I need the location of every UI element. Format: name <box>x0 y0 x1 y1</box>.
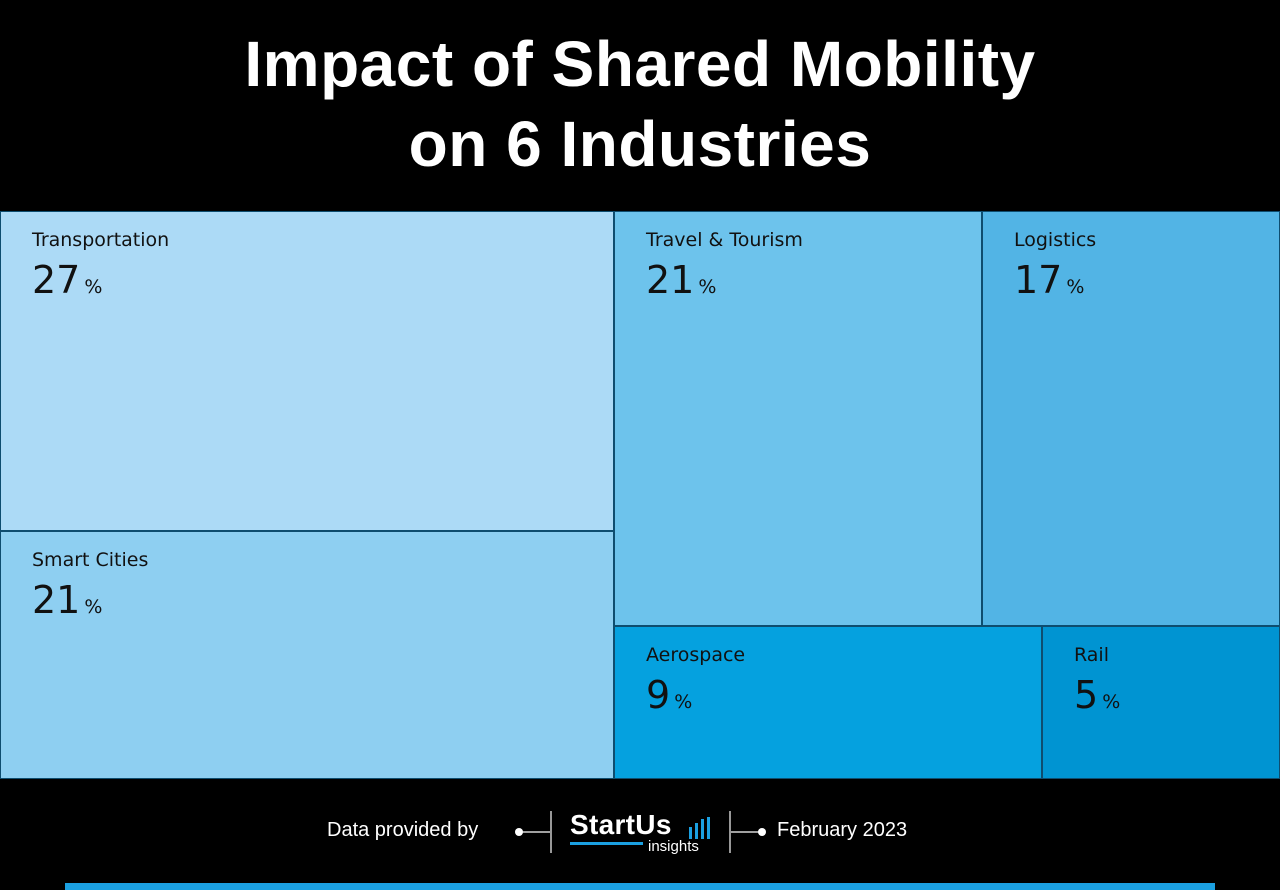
tile-value-number: 21 <box>646 258 695 302</box>
tile-label: Transportation <box>32 229 170 251</box>
tile-value: 9% <box>646 673 692 717</box>
tile-value-number: 27 <box>32 258 81 302</box>
bar-chart-icon <box>689 817 710 839</box>
treemap: Transportation 27% Smart Cities 21% Travel &… <box>0 211 1280 779</box>
tile-label: Travel & Tourism <box>646 229 803 251</box>
tile-value: 17% <box>1014 258 1084 302</box>
tile-value-unit: % <box>84 276 103 298</box>
treemap-tile-transportation: Transportation 27% <box>0 211 614 531</box>
tile-value-number: 5 <box>1074 673 1099 717</box>
chart-title: Impact of Shared Mobility on 6 Industrie… <box>0 24 1280 184</box>
tile-label: Smart Cities <box>32 549 149 571</box>
title-line-1: Impact of Shared Mobility <box>244 28 1036 100</box>
tile-value-unit: % <box>1066 276 1085 298</box>
report-date: February 2023 <box>777 819 908 841</box>
logo-underline <box>570 842 643 845</box>
tile-value: 5% <box>1074 673 1120 717</box>
right-connector-dot <box>758 828 766 836</box>
logo-sub-text: insights <box>648 838 699 855</box>
tile-label: Logistics <box>1014 229 1097 251</box>
tile-value-unit: % <box>1102 691 1121 713</box>
tile-value-number: 21 <box>32 578 81 622</box>
treemap-tile-logistics: Logistics 17% <box>982 211 1280 626</box>
bottom-accent-bar <box>65 883 1215 890</box>
data-provided-by-text: Data provided by <box>327 819 479 841</box>
tile-value-unit: % <box>698 276 717 298</box>
tile-value-number: 9 <box>646 673 671 717</box>
tile-value-number: 17 <box>1014 258 1063 302</box>
tile-value-unit: % <box>674 691 693 713</box>
tile-value: 21% <box>646 258 716 302</box>
treemap-tile-aerospace: Aerospace 9% <box>614 626 1042 779</box>
footer: Data provided by StartUs insights Februa… <box>0 805 1280 860</box>
tile-value: 27% <box>32 258 102 302</box>
tile-value: 21% <box>32 578 102 622</box>
logo-brand-text: StartUs <box>570 809 672 840</box>
treemap-tile-travel-and-tourism: Travel & Tourism 21% <box>614 211 982 626</box>
treemap-tile-smart-cities: Smart Cities 21% <box>0 531 614 779</box>
tile-label: Aerospace <box>646 644 746 666</box>
startus-insights-logo: StartUs insights <box>566 809 716 855</box>
tile-label: Rail <box>1074 644 1109 666</box>
treemap-tile-rail: Rail 5% <box>1042 626 1280 779</box>
tile-value-unit: % <box>84 596 103 618</box>
title-line-2: on 6 Industries <box>408 108 872 180</box>
footer-connectors <box>515 811 766 853</box>
